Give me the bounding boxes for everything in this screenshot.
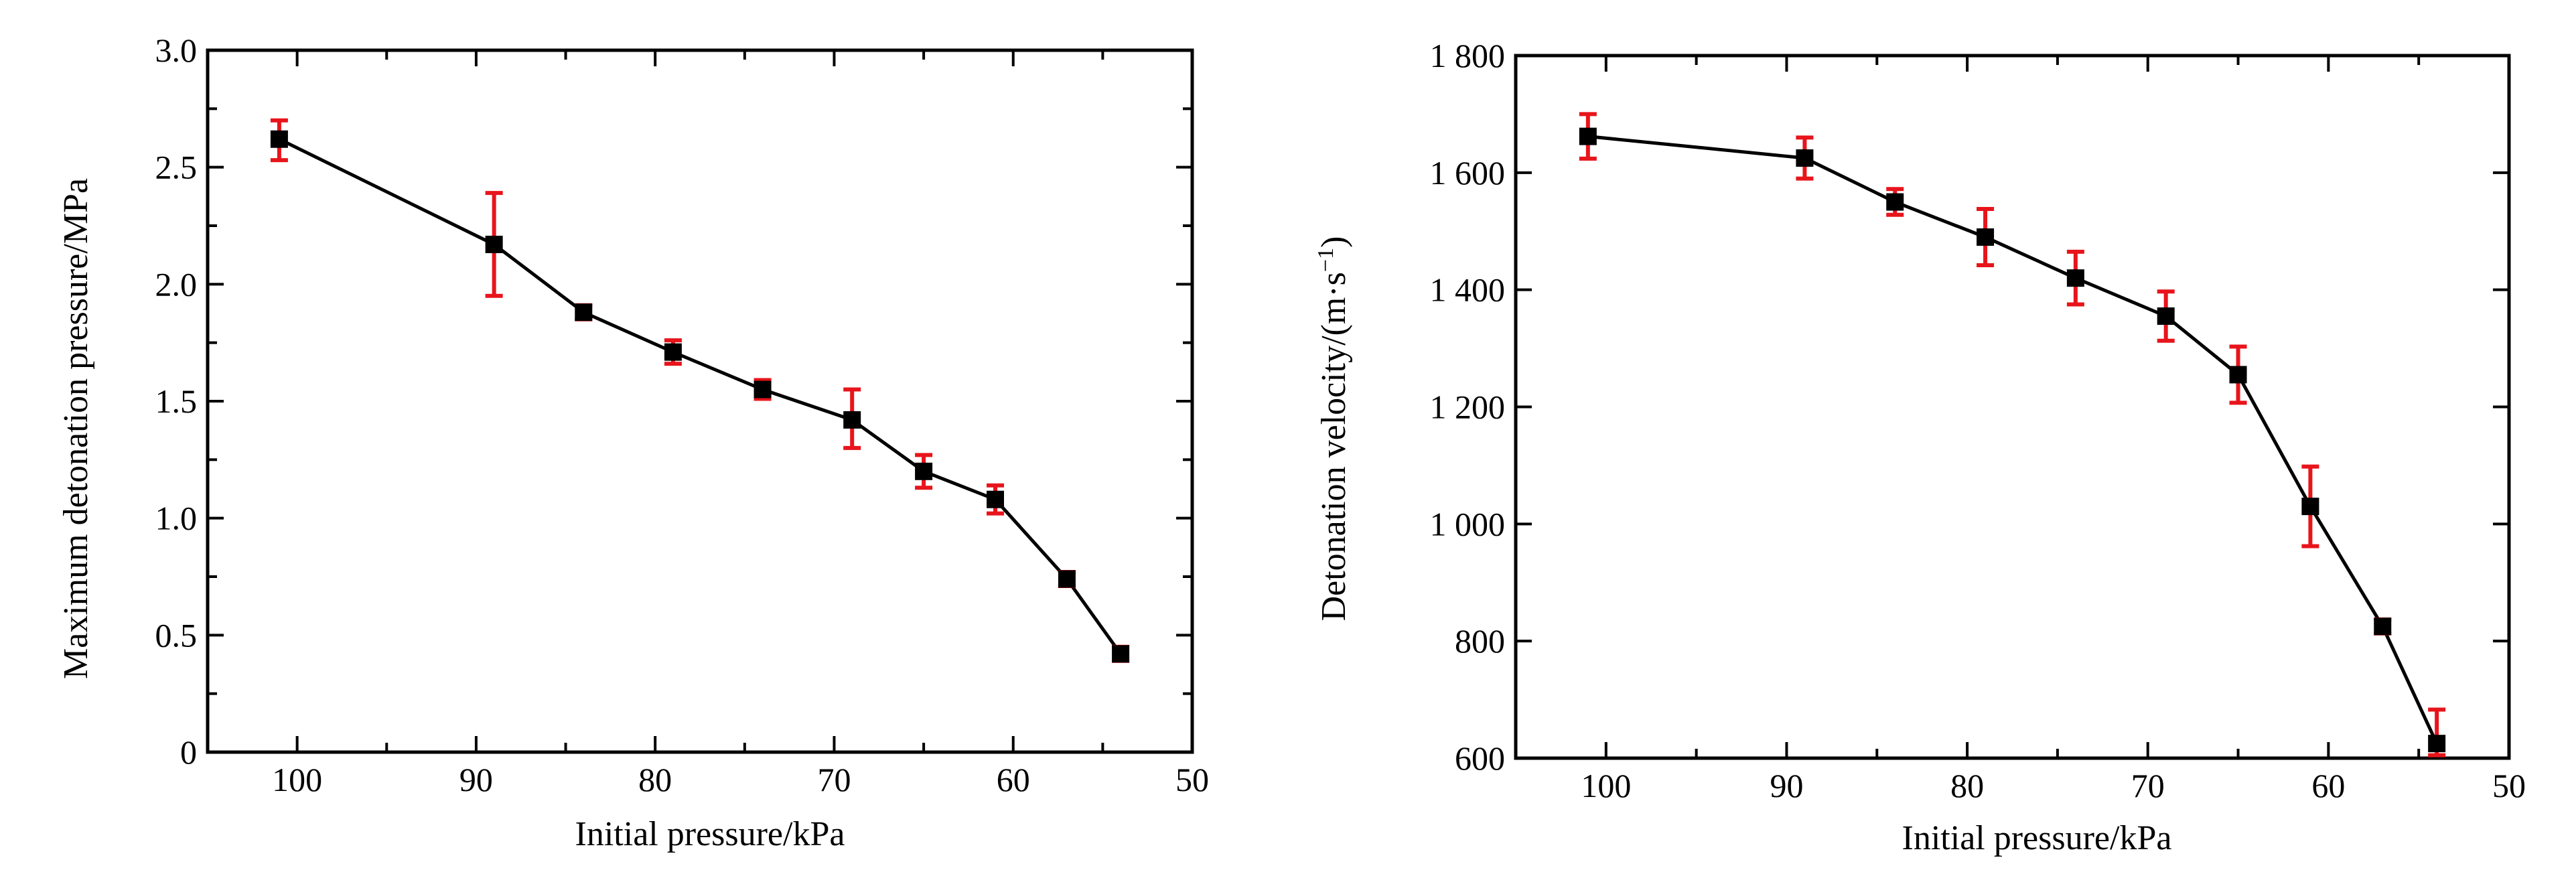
x-tick-label: 80 <box>1950 767 1984 804</box>
y-tick-label: 600 <box>1455 739 1505 777</box>
y-axis-title-end: ) <box>1315 236 1353 248</box>
y-tick-label: 1.5 <box>155 382 198 420</box>
data-point <box>2374 618 2392 636</box>
x-tick-label: 90 <box>1770 767 1803 804</box>
y-tick-label: 1 000 <box>1430 505 1506 542</box>
data-point <box>1886 193 1904 211</box>
y-tick-label: 3.0 <box>155 31 198 69</box>
data-point <box>2229 366 2247 384</box>
x-tick-label: 80 <box>638 761 672 798</box>
y-axis-title: Maximum detonation pressure/MPa <box>57 178 95 679</box>
series-line <box>278 137 1123 655</box>
data-point <box>2157 307 2175 325</box>
x-tick-label: 70 <box>817 761 851 798</box>
y-tick-label: 1 400 <box>1430 271 1506 309</box>
data-point <box>270 130 288 148</box>
data-point <box>915 462 933 480</box>
y-tick-label: 800 <box>1455 622 1505 660</box>
y-tick-label: 0.5 <box>155 616 198 654</box>
data-point <box>2301 498 2319 516</box>
data-point <box>843 411 861 429</box>
data-point <box>1058 570 1076 588</box>
x-axis-title: Initial pressure/kPa <box>575 815 845 853</box>
detonation-pressure-chart: Maximum detonation pressure/MPa Initial … <box>57 31 1210 853</box>
y-tick-label: 2.5 <box>155 149 198 186</box>
data-point <box>1579 127 1597 145</box>
x-tick-label: 50 <box>1175 761 1209 798</box>
plot-frame <box>1514 54 2511 760</box>
x-tick-label: 90 <box>459 761 493 798</box>
data-point <box>1977 228 1995 246</box>
data-point <box>1796 149 1814 167</box>
y-axis-title-superscript: −1 <box>1313 248 1338 272</box>
x-tick-label: 50 <box>2492 767 2526 804</box>
data-point <box>754 380 772 398</box>
y-axis-title: Detonation velocity/(m·s−1) <box>1313 236 1353 622</box>
x-tick-label: 60 <box>2311 767 2345 804</box>
data-point <box>2066 269 2084 287</box>
y-tick-label: 1 600 <box>1430 154 1506 192</box>
plot-area: 100 90 80 70 60 50 600 800 1 000 1 200 1 400 1 600 1… <box>1430 37 2526 804</box>
x-tick-label: 100 <box>272 761 322 798</box>
plot-area: 100 90 80 70 60 50 0 0.5 1.0 1.5 2.0 2.5 3.0 <box>155 31 1210 798</box>
y-tick-label: 1 800 <box>1430 37 1506 74</box>
x-tick-label: 60 <box>997 761 1030 798</box>
data-point <box>1112 645 1130 663</box>
y-tick-label: 2.0 <box>155 265 198 303</box>
data-point <box>987 490 1004 508</box>
data-point <box>485 235 503 253</box>
plot-frame <box>206 48 1194 754</box>
detonation-velocity-chart: Detonation velocity/(m·s−1) Initial pres… <box>1313 37 2526 857</box>
x-tick-label: 100 <box>1581 767 1631 804</box>
data-point <box>664 343 682 361</box>
data-point <box>575 303 593 321</box>
x-tick-label: 70 <box>2131 767 2165 804</box>
y-tick-label: 1.0 <box>155 500 198 537</box>
y-tick-label: 1 200 <box>1430 388 1506 426</box>
series-line <box>1587 135 2439 745</box>
y-axis-title-main: Detonation velocity/(m·s <box>1315 272 1353 621</box>
y-tick-label: 0 <box>180 733 197 771</box>
x-axis-title: Initial pressure/kPa <box>1902 819 2172 857</box>
data-point <box>2428 735 2446 753</box>
